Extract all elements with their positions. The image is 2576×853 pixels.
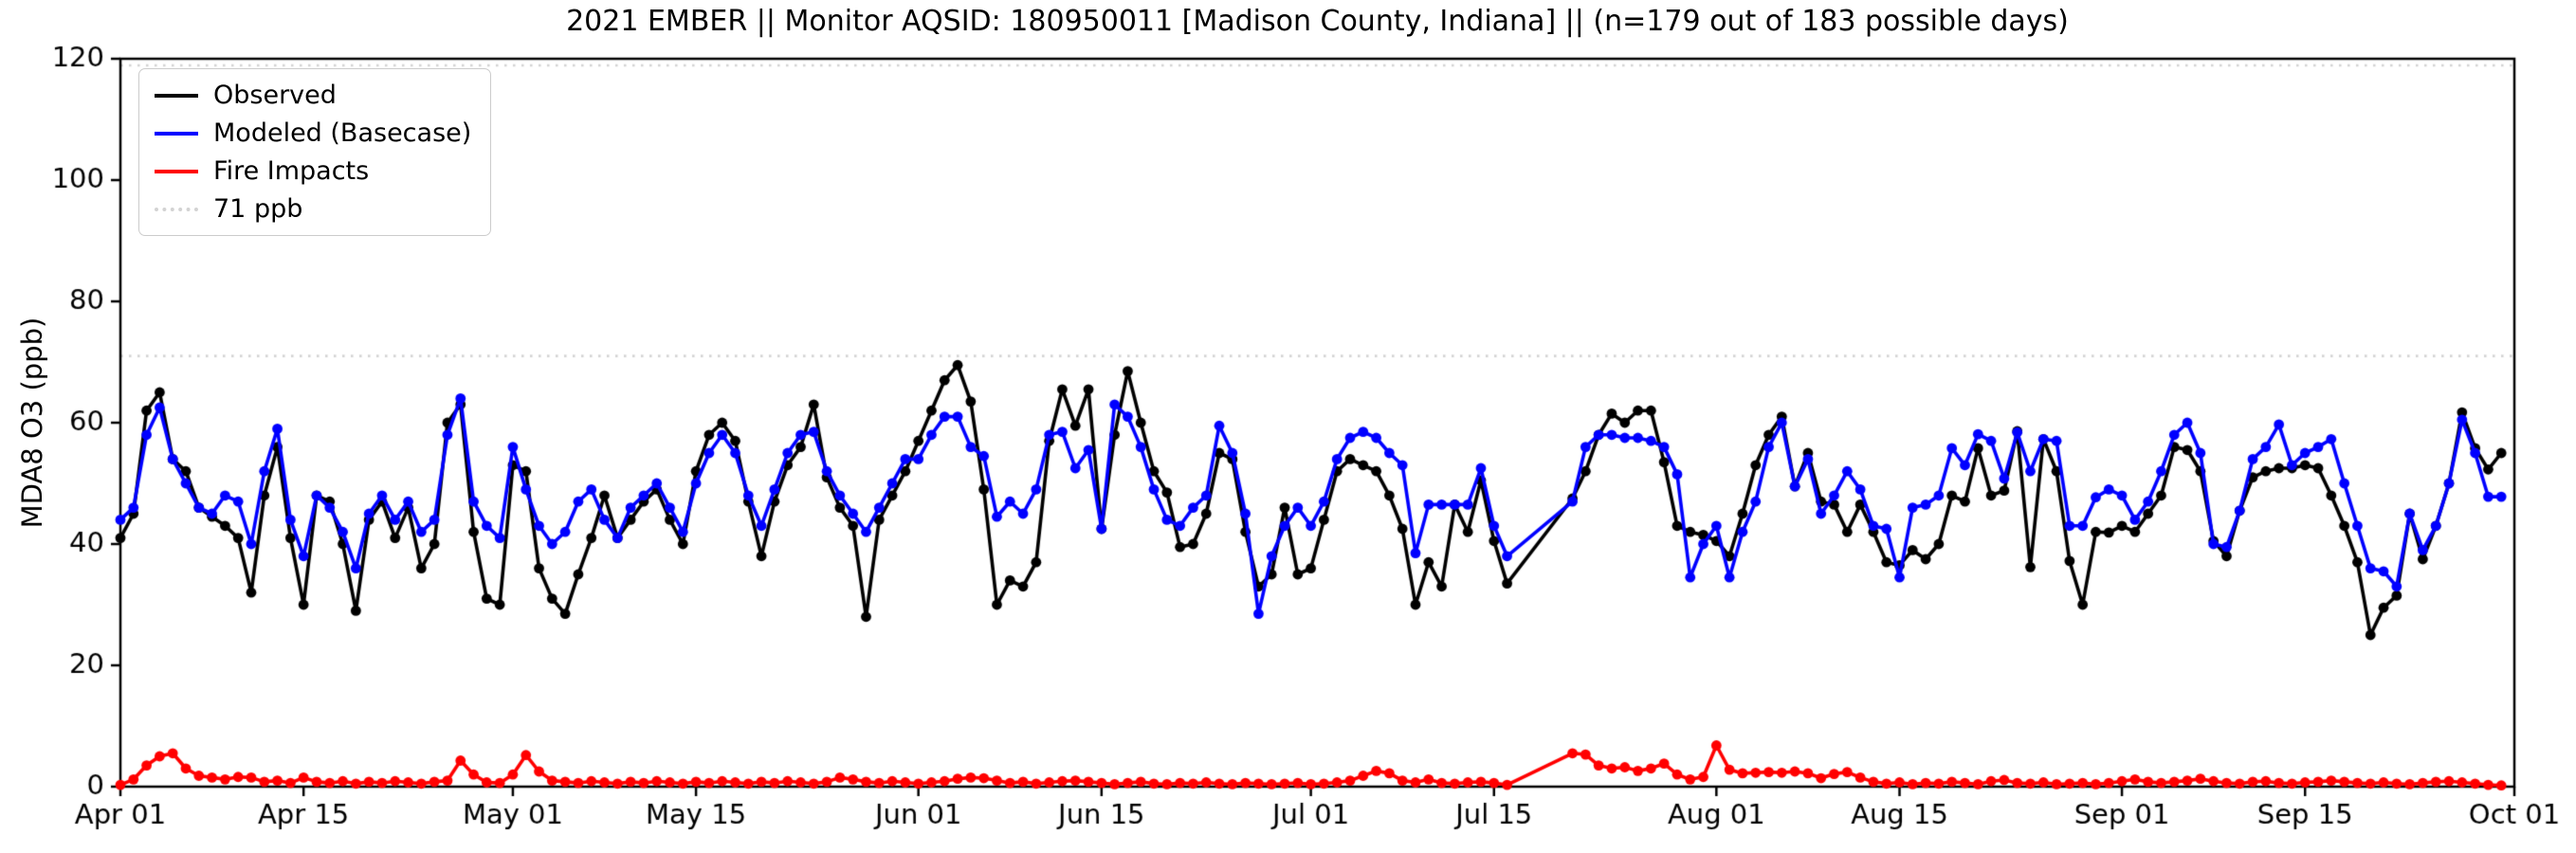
legend-swatch-fire-impacts <box>155 169 198 173</box>
legend-item: 71 ppb <box>155 194 471 224</box>
legend-swatch-observed <box>155 93 198 98</box>
legend-item: Modeled (Basecase) <box>155 118 471 148</box>
legend-label: Observed <box>213 81 337 110</box>
legend-label: 71 ppb <box>213 194 303 224</box>
legend-label: Fire Impacts <box>213 156 370 186</box>
legend-label: Modeled (Basecase) <box>213 118 472 148</box>
legend: Observed Modeled (Basecase) Fire Impacts 71… <box>138 68 492 236</box>
legend-swatch-modeled-basecase- <box>155 131 198 136</box>
legend-swatch-71-ppb <box>155 207 198 211</box>
legend-item: Fire Impacts <box>155 156 471 186</box>
chart-title: 2021 EMBER || Monitor AQSID: 180950011 [… <box>566 5 2069 38</box>
legend-item: Observed <box>155 81 471 110</box>
y-axis-label: MDA8 O3 (ppb) <box>16 317 48 529</box>
